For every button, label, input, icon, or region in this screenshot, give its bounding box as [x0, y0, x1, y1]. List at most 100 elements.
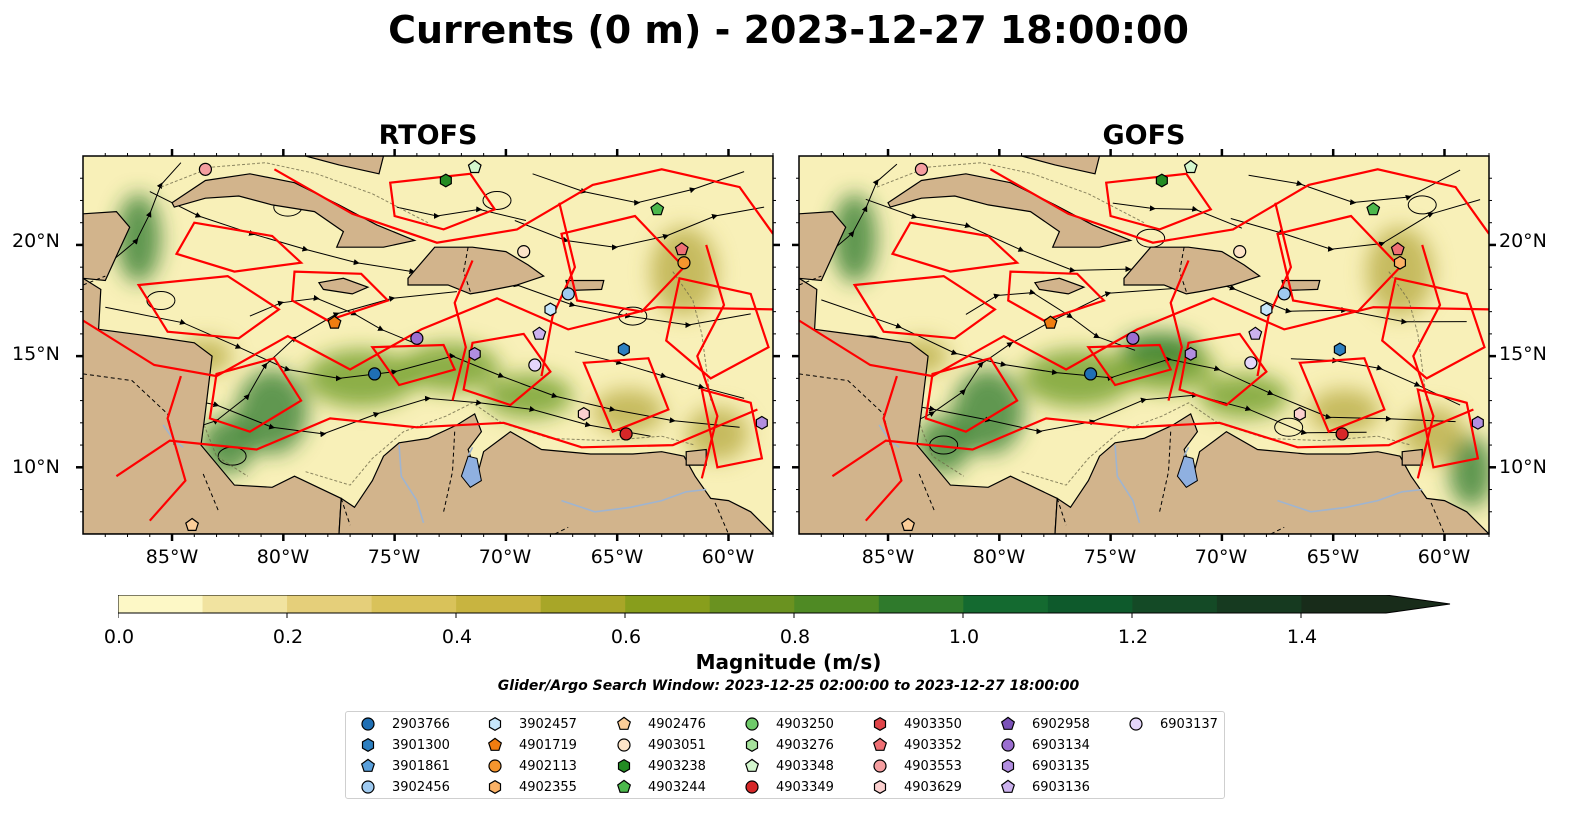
streamline: [109, 162, 182, 264]
eez-boundary: [1104, 172, 1213, 231]
float-marker-6903134: [410, 331, 424, 345]
panel-title-rtofs: RTOFS: [378, 120, 478, 151]
legend-symbol-4903348: [744, 758, 760, 772]
eez-boundary: [696, 244, 726, 479]
legend-marker: [1000, 716, 1016, 730]
land-hispaniola: [407, 246, 546, 295]
legend-marker: [488, 717, 502, 731]
land-trinidad: [685, 448, 707, 466]
eez-boundary: [148, 375, 187, 522]
land-southam: [338, 413, 773, 534]
float-marker-6903134: [1126, 331, 1140, 345]
eddy-streamline: [1407, 195, 1437, 215]
colorbar-segment: [1132, 595, 1218, 613]
eez-boundary: [1412, 244, 1442, 479]
legend-symbol-4903553: [873, 759, 887, 773]
float-marker-4902113: [677, 256, 691, 270]
current-speed-field: [305, 349, 417, 408]
colorbar: [118, 595, 1451, 618]
current-speed-field: [1366, 227, 1434, 317]
legend-marker: [745, 780, 759, 794]
current-speed-field: [483, 373, 573, 419]
legend-label: 4903244: [648, 779, 706, 795]
legend-symbol-4903629: [873, 780, 887, 794]
legend-item: 4903349: [742, 777, 834, 797]
current-speed-field: [1021, 349, 1133, 408]
float-marker-3902456: [1277, 287, 1291, 301]
land-hispaniola: [1123, 246, 1262, 295]
land-puertorico: [565, 279, 605, 292]
depth-contour: [305, 402, 696, 486]
river: [561, 488, 707, 513]
legend-marker: [872, 737, 888, 751]
eez-boundary: [1380, 276, 1486, 380]
colorbar-tick-label: 0.0: [103, 626, 135, 648]
streamline: [574, 351, 745, 399]
legend-item: 4903276: [742, 735, 834, 755]
eez-boundary: [1086, 343, 1173, 387]
legend-item: 4903348: [742, 756, 834, 776]
eddy-streamline: [482, 190, 512, 210]
float-marker-6903136: [532, 326, 547, 340]
current-speed-field: [650, 227, 718, 317]
legend-marker: [1000, 779, 1016, 793]
legend-item: 3902457: [485, 714, 577, 734]
legend-label: 4903051: [648, 737, 706, 753]
x-tick-label: 80°W: [256, 546, 310, 568]
legend-marker: [616, 716, 632, 730]
legend-symbol-4902355: [488, 780, 502, 794]
legend-label: 4902113: [519, 758, 577, 774]
streamline: [514, 206, 765, 251]
eez-boundary: [451, 260, 474, 401]
country-border: [340, 498, 351, 526]
legend-marker: [487, 737, 503, 751]
colorbar-tick-label: 0.2: [272, 626, 304, 648]
eez-boundary: [890, 221, 1020, 273]
country-border: [1430, 502, 1445, 534]
legend-marker: [1001, 738, 1015, 752]
x-tick-label: 60°W: [701, 546, 755, 568]
legend-item: 4903250: [742, 714, 834, 734]
colorbar-tick-label: 1.0: [948, 626, 980, 648]
legend-symbol-4901719: [487, 737, 503, 751]
current-speed-field: [401, 342, 500, 392]
legend-item: 6902958: [998, 714, 1090, 734]
map-rtofs: [76, 149, 780, 541]
colorbar-segment: [287, 595, 373, 613]
float-marker-6903135: [1184, 346, 1197, 361]
legend-item: 6903134: [998, 735, 1090, 755]
eez-boundary: [115, 408, 758, 478]
x-tick-label: 75°W: [1083, 546, 1137, 568]
eez-boundary: [989, 168, 1489, 244]
depth-contour: [1021, 402, 1412, 486]
eez-boundary: [208, 357, 303, 433]
streamline: [1290, 357, 1461, 406]
land-cuba: [887, 173, 1133, 248]
legend-item: 4901719: [485, 735, 577, 755]
land-yucatan: [799, 210, 847, 282]
lake-maracaibo: [460, 455, 482, 488]
country-border: [1056, 498, 1067, 526]
colorbar-tick-label: 0.8: [779, 626, 811, 648]
eez-boundary: [388, 172, 497, 231]
float-marker-4903352: [674, 242, 689, 256]
legend-item: 4903051: [614, 735, 706, 755]
map-frame: [798, 155, 1490, 535]
colorbar-segment: [540, 595, 626, 613]
legend-label: 4903349: [776, 779, 834, 795]
colorbar-frame: [118, 595, 1451, 614]
y-tick-label: 15°N: [12, 343, 60, 365]
colorbar-segment: [1301, 595, 1387, 613]
country-border: [463, 247, 471, 292]
legend-marker: [617, 738, 631, 752]
eddy-streamline: [146, 291, 176, 311]
colorbar-segment: [118, 595, 204, 613]
colorbar-tick-label: 0.4: [441, 626, 473, 648]
y-tick-label: 15°N: [1499, 343, 1547, 365]
float-marker-4901719: [1043, 315, 1058, 329]
legend-label: 6903134: [1032, 737, 1090, 753]
float-marker-4903348: [1183, 159, 1198, 174]
legend-symbol-4903276: [745, 738, 759, 752]
x-tick-label: 65°W: [1306, 546, 1360, 568]
float-marker-4903238: [439, 173, 452, 188]
